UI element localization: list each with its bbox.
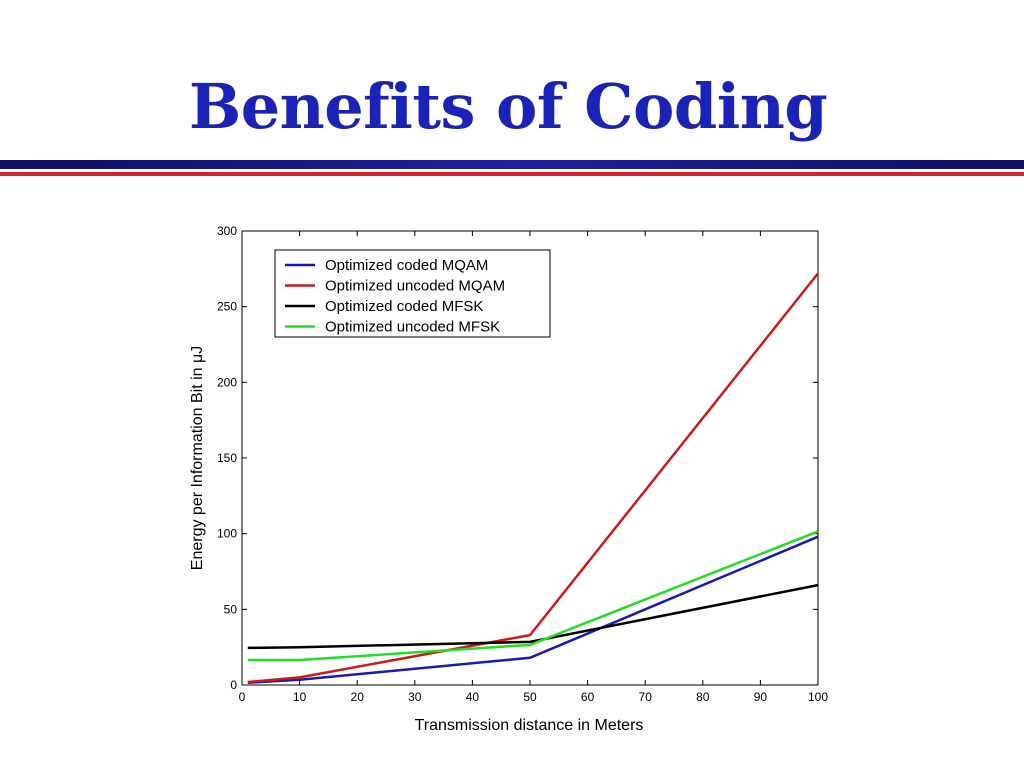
x-tick-label: 30 [408, 690, 422, 704]
y-tick-label: 100 [217, 527, 237, 541]
y-tick-label: 300 [217, 224, 237, 238]
x-tick-label: 50 [523, 690, 537, 704]
y-axis-title: Energy per Information Bit in μJ [189, 346, 206, 570]
x-tick-label: 10 [293, 690, 307, 704]
slide-title: Benefits of Coding [188, 70, 828, 143]
series-line-optimized-uncoded-mqam [247, 272, 819, 684]
x-tick-label: 20 [351, 690, 365, 704]
y-tick-label: 150 [217, 451, 237, 465]
x-tick-label: 70 [639, 690, 653, 704]
y-tick-label: 250 [217, 300, 237, 314]
legend-label: Optimized uncoded MFSK [325, 319, 500, 336]
y-tick-label: 0 [230, 678, 237, 692]
title-divider-red [0, 172, 1024, 176]
legend-label: Optimized coded MQAM [325, 257, 488, 274]
title-divider-navy [0, 160, 1024, 169]
x-axis-title: Transmission distance in Meters [415, 717, 644, 734]
x-tick-label: 100 [808, 690, 828, 704]
x-tick-label: 0 [239, 690, 246, 704]
legend-box [274, 249, 551, 338]
legend-label: Optimized coded MFSK [325, 298, 483, 315]
x-tick-label: 90 [754, 690, 768, 704]
x-tick-label: 60 [581, 690, 595, 704]
x-tick-label: 40 [466, 690, 480, 704]
x-tick-label: 80 [696, 690, 710, 704]
legend-label: Optimized uncoded MQAM [325, 278, 505, 295]
series-line-optimized-uncoded-mfsk [247, 530, 819, 662]
series-line-optimized-coded-mfsk [247, 583, 819, 650]
series-line-optimized-coded-mqam [247, 535, 819, 684]
plot-area: 0 10 20 30 40 50 60 70 80 90 100 0 50 100 150 200 250 300… [217, 224, 828, 704]
y-tick-label: 50 [224, 602, 238, 616]
y-tick-label: 200 [217, 375, 237, 389]
